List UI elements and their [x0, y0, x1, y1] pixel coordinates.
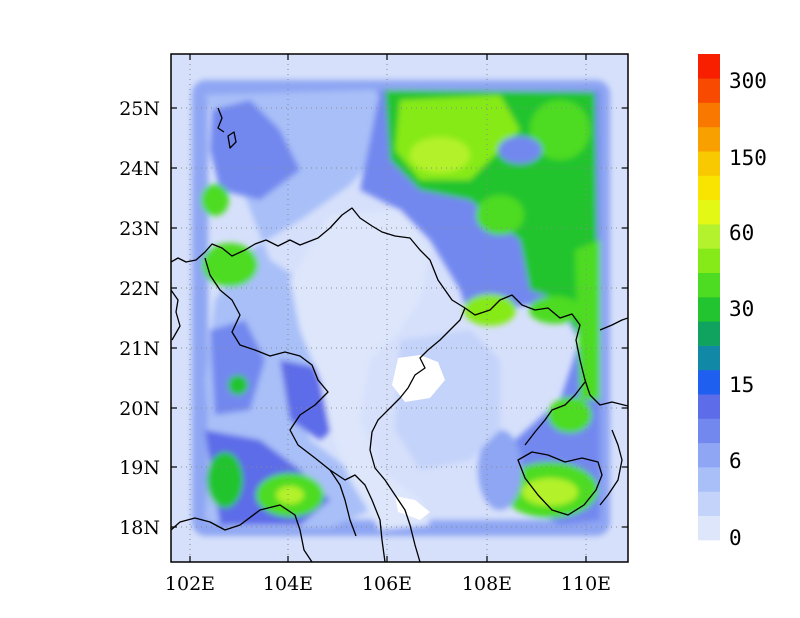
missing-area-2: [395, 496, 430, 520]
colorbar-box: [698, 369, 720, 395]
colorbar-box: [698, 297, 720, 322]
border-laos-vietnam: [204, 257, 357, 537]
colorbar-box: [698, 54, 720, 79]
west-green-1: [202, 243, 258, 287]
border-china-vietnam: [171, 207, 466, 309]
y-tick-22n: 22N: [119, 278, 160, 300]
colorbar-box: [698, 175, 720, 201]
border-southwest: [171, 504, 313, 562]
y-axis-labels: 25N 24N 23N 22N 21N 20N 19N 18N: [119, 98, 160, 539]
coast-hainan: [517, 451, 603, 516]
tick-marks: [171, 54, 628, 562]
central-low: [290, 210, 430, 530]
precip-field: [192, 80, 610, 536]
coast-leizhou: [524, 381, 586, 446]
colorbar-box: [698, 321, 720, 346]
border-laos-china: [217, 107, 225, 133]
x-tick-102e: 102E: [165, 573, 215, 595]
colorbar-box: [698, 224, 720, 249]
west-yellow-1: [276, 486, 304, 504]
y-tick-18n: 18N: [119, 517, 160, 539]
colorbar-label-0: 0: [729, 526, 742, 550]
colorbar-box: [698, 151, 720, 176]
colorbar: [698, 54, 720, 541]
x-axis-labels: 102E 104E 106E 108E 110E: [165, 573, 611, 595]
coast-green-2: [529, 296, 581, 324]
coast-china-south: [464, 294, 628, 407]
colorbar-box: [698, 248, 720, 273]
west-green-2: [201, 184, 229, 216]
plot-frame: [170, 53, 629, 563]
x-tick-104e: 104E: [263, 573, 313, 595]
map-plot-area: [171, 54, 628, 562]
west-green-5: [228, 375, 248, 395]
colorbar-box: [698, 467, 720, 492]
north-yellow-1: [410, 137, 470, 173]
x-tick-106e: 106E: [362, 573, 412, 595]
north-blue-gap: [498, 136, 542, 164]
hainan-yellow: [522, 478, 578, 506]
colorbar-box: [698, 272, 720, 298]
north-green-3: [476, 195, 524, 235]
west-darkblue-1: [210, 100, 300, 200]
colorbar-box: [698, 199, 720, 225]
colorbar-box: [698, 418, 720, 444]
colorbar-label-60: 60: [729, 221, 754, 245]
x-tick-110e: 110E: [561, 573, 611, 595]
coast-east-2: [599, 429, 623, 506]
coast-east: [599, 317, 628, 331]
domain-edge: [192, 80, 610, 536]
colorbar-box: [698, 345, 720, 371]
grid-lines: [171, 54, 628, 562]
x-tick-108e: 108E: [462, 573, 512, 595]
y-tick-20n: 20N: [119, 398, 160, 420]
west-green-4: [207, 452, 243, 508]
colorbar-box: [698, 102, 720, 128]
y-tick-19n: 19N: [119, 457, 160, 479]
coast-vietnam: [369, 307, 466, 562]
colorbar-box: [698, 78, 720, 103]
y-tick-24n: 24N: [119, 158, 160, 180]
gulf-blue: [478, 430, 522, 510]
colorbar-box: [698, 394, 720, 419]
colorbar-label-15: 15: [729, 373, 754, 397]
missing-area-1: [392, 355, 445, 402]
colorbar-box: [698, 442, 720, 468]
west-darkblue-2: [210, 320, 265, 415]
y-tick-23n: 23N: [119, 218, 160, 240]
border-west: [171, 289, 181, 341]
colorbar-label-30: 30: [729, 297, 754, 321]
colorbar-labels: 300 150 60 30 15 6 0: [729, 69, 767, 550]
east-strip: [575, 240, 600, 400]
y-tick-21n: 21N: [119, 338, 160, 360]
y-tick-25n: 25N: [119, 98, 160, 120]
colorbar-label-150: 150: [729, 146, 767, 170]
border-thai-laos: [329, 469, 386, 562]
colorbar-label-300: 300: [729, 69, 767, 93]
colorbar-box: [698, 515, 720, 541]
colorbar-label-6: 6: [729, 449, 742, 473]
colorbar-box: [698, 126, 720, 152]
north-green-2: [530, 100, 590, 160]
island-north: [227, 131, 237, 149]
coastlines-and-borders: [171, 107, 628, 562]
colorbar-box: [698, 491, 720, 516]
east-green-1: [548, 397, 592, 433]
